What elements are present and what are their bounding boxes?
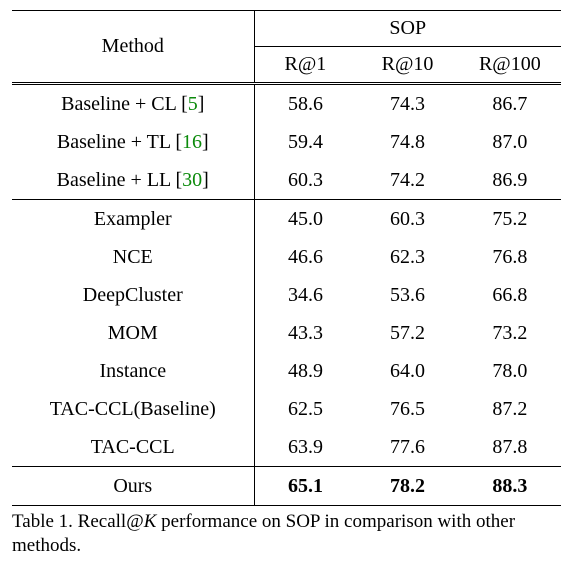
value-cell: 66.8 [459,276,561,314]
method-cell: TAC-CCL(Baseline) [12,390,254,428]
value-cell: 74.8 [356,123,458,161]
method-cell: Instance [12,352,254,390]
table-row: Baseline + LL [30] 60.3 74.2 86.9 [12,161,561,200]
method-cell: TAC-CCL [12,428,254,467]
value-cell: 87.8 [459,428,561,467]
value-cell: 62.5 [254,390,356,428]
method-text-prefix: Baseline + LL [ [57,169,183,191]
method-cell: Baseline + CL [5] [12,84,254,124]
value-cell: 60.3 [254,161,356,200]
value-cell: 76.5 [356,390,458,428]
value-cell: 45.0 [254,200,356,239]
method-text-suffix: ] [198,93,205,115]
value-cell: 78.0 [459,352,561,390]
col-header-r10: R@10 [356,47,458,84]
caption-italic: K [144,511,157,532]
value-cell: 86.7 [459,84,561,124]
col-header-r100: R@100 [459,47,561,84]
value-cell: 58.6 [254,84,356,124]
method-cell: Exampler [12,200,254,239]
table-row: TAC-CCL(Baseline) 62.5 76.5 87.2 [12,390,561,428]
value-cell: 74.3 [356,84,458,124]
value-cell: 77.6 [356,428,458,467]
value-cell: 53.6 [356,276,458,314]
method-text-suffix: ] [202,131,209,153]
value-cell: 57.2 [356,314,458,352]
results-table: Method SOP R@1 R@10 R@100 Baseline + CL … [12,10,561,506]
method-text-suffix: ] [202,169,209,191]
method-cell: NCE [12,238,254,276]
method-cell: DeepCluster [12,276,254,314]
method-cell: Ours [12,467,254,506]
cite-number: 30 [182,169,202,191]
table-row: TAC-CCL 63.9 77.6 87.8 [12,428,561,467]
method-text-prefix: Baseline + TL [ [57,131,182,153]
value-cell: 59.4 [254,123,356,161]
table-row: DeepCluster 34.6 53.6 66.8 [12,276,561,314]
col-group-sop: SOP [254,11,561,47]
value-cell: 63.9 [254,428,356,467]
value-cell: 88.3 [459,467,561,506]
value-cell: 62.3 [356,238,458,276]
value-cell: 76.8 [459,238,561,276]
value-cell: 86.9 [459,161,561,200]
table-row: Ours 65.1 78.2 88.3 [12,467,561,506]
value-cell: 60.3 [356,200,458,239]
value-cell: 87.2 [459,390,561,428]
value-cell: 64.0 [356,352,458,390]
value-cell: 46.6 [254,238,356,276]
col-header-method: Method [12,11,254,84]
value-cell: 78.2 [356,467,458,506]
table-row: Baseline + CL [5] 58.6 74.3 86.7 [12,84,561,124]
caption-prefix: Table 1. Recall@ [12,511,144,532]
table-body: Method SOP R@1 R@10 R@100 Baseline + CL … [12,11,561,506]
method-text-prefix: Baseline + CL [ [61,93,188,115]
table-row: Exampler 45.0 60.3 75.2 [12,200,561,239]
value-cell: 43.3 [254,314,356,352]
value-cell: 87.0 [459,123,561,161]
cite-number: 16 [182,131,202,153]
value-cell: 73.2 [459,314,561,352]
table-row: NCE 46.6 62.3 76.8 [12,238,561,276]
table-caption: Table 1. Recall@K performance on SOP in … [12,510,561,558]
cite-number: 5 [188,93,198,115]
table-row: Instance 48.9 64.0 78.0 [12,352,561,390]
method-cell: Baseline + TL [16] [12,123,254,161]
table-row: Baseline + TL [16] 59.4 74.8 87.0 [12,123,561,161]
method-cell: MOM [12,314,254,352]
table-row: MOM 43.3 57.2 73.2 [12,314,561,352]
value-cell: 74.2 [356,161,458,200]
value-cell: 75.2 [459,200,561,239]
col-header-r1: R@1 [254,47,356,84]
value-cell: 34.6 [254,276,356,314]
value-cell: 48.9 [254,352,356,390]
method-cell: Baseline + LL [30] [12,161,254,200]
value-cell: 65.1 [254,467,356,506]
